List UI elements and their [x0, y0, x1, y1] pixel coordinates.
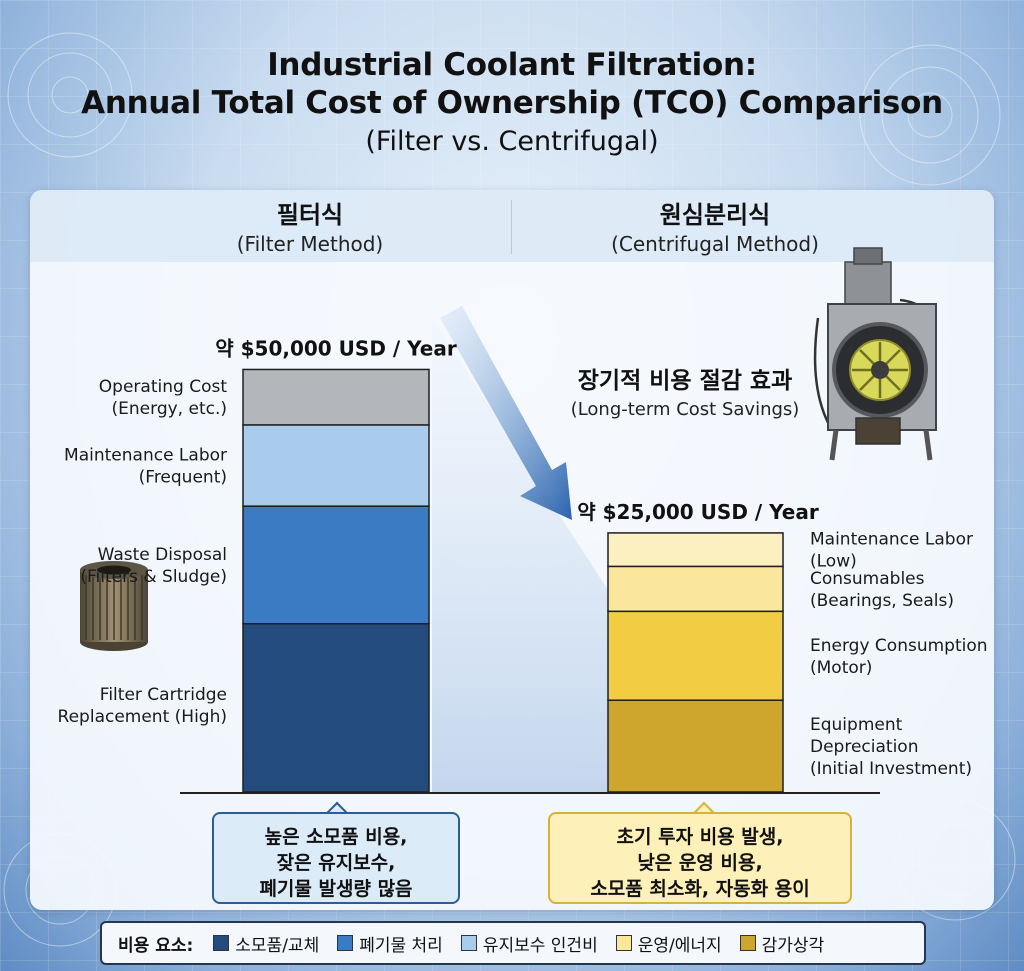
segment-label: (Motor) — [810, 658, 872, 678]
segment-label: Equipment — [810, 715, 903, 735]
note-centrifugal-line-1: 초기 투자 비용 발생, — [616, 826, 784, 848]
column-divider — [511, 200, 512, 254]
chart-title: Industrial Coolant Filtration: Annual To… — [0, 46, 1024, 160]
column-header-centrifugal-ko: 원심분리식 — [659, 201, 771, 229]
segment-label: (Frequent) — [139, 468, 227, 488]
column-header-centrifugal: 원심분리식 (Centrifugal Method) — [560, 200, 870, 258]
segment-label: Depreciation — [810, 737, 918, 757]
legend-swatch — [213, 935, 230, 951]
bar-segment — [607, 699, 784, 793]
title-line-1: Industrial Coolant Filtration: — [267, 47, 757, 83]
savings-title: 장기적 비용 절감 효과 — [578, 368, 792, 394]
bar-segment — [242, 424, 430, 507]
segment-label: (Filters & Sludge) — [80, 567, 227, 587]
bar-segment — [607, 610, 784, 701]
savings-subtitle: (Long-term Cost Savings) — [571, 399, 800, 420]
savings-shade — [432, 318, 608, 792]
segment-label: (Low) — [810, 552, 857, 572]
legend-swatch — [739, 935, 756, 951]
bar-total-label: 약 $25,000 USD / Year — [577, 500, 819, 524]
legend-label: 운영/에너지 — [637, 935, 722, 956]
note-centrifugal: 초기 투자 비용 발생, 낮은 운영 비용, 소모품 최소화, 자동화 용이 — [548, 812, 852, 904]
segment-label: (Initial Investment) — [810, 759, 972, 779]
legend-swatch — [460, 935, 477, 951]
bar-segment — [242, 368, 430, 426]
note-filter: 높은 소모품 비용, 잦은 유지보수, 폐기물 발생량 많음 — [212, 812, 460, 904]
legend-item-energy: 운영/에너지 — [615, 931, 722, 956]
segment-label: (Energy, etc.) — [112, 399, 227, 419]
legend-item-depreciation: 감가상각 — [739, 931, 825, 956]
column-header-centrifugal-en: (Centrifugal Method) — [611, 232, 819, 256]
cost-legend: 비용 요소: 소모품/교체 폐기물 처리 유지보수 인건비 운영/에너지 감가상… — [100, 921, 926, 965]
bar-segment — [607, 565, 784, 613]
segment-label: Maintenance Labor — [64, 446, 227, 466]
legend-title: 비용 요소: — [118, 935, 194, 956]
legend-swatch — [615, 935, 632, 951]
segment-label: Waste Disposal — [98, 545, 227, 565]
bar-segment — [607, 532, 784, 568]
legend-item-consumables: 소모품/교체 — [213, 931, 319, 956]
legend-label: 유지보수 인건비 — [482, 935, 598, 956]
note-centrifugal-line-3: 소모품 최소화, 자동화 용이 — [590, 878, 810, 900]
column-header-filter: 필터식 (Filter Method) — [170, 200, 450, 258]
bar-segment — [242, 622, 430, 793]
note-centrifugal-line-2: 낮은 운영 비용, — [637, 852, 763, 874]
segment-label: Filter Cartridge — [100, 685, 227, 705]
segment-label: (Bearings, Seals) — [810, 591, 954, 611]
segment-label: Replacement (High) — [58, 707, 227, 727]
legend-swatch — [337, 935, 354, 951]
column-header-filter-en: (Filter Method) — [236, 232, 384, 256]
savings-arrow-icon — [440, 306, 572, 520]
chart-panel-header — [30, 190, 994, 262]
bar-segment — [242, 505, 430, 625]
legend-label: 감가상각 — [761, 935, 825, 956]
segment-label: Operating Cost — [99, 377, 228, 397]
bar-total-label: 약 $50,000 USD / Year — [215, 336, 457, 360]
segment-label: Energy Consumption — [810, 636, 988, 656]
centrifuge-machine-icon — [813, 247, 937, 461]
legend-item-waste: 폐기물 처리 — [337, 931, 443, 956]
filter-cartridge-icon — [80, 561, 148, 651]
note-filter-line-3: 폐기물 발생량 많음 — [259, 878, 413, 900]
note-filter-line-2: 잦은 유지보수, — [276, 852, 396, 874]
segment-label: Consumables — [810, 569, 925, 589]
legend-label: 소모품/교체 — [235, 935, 320, 956]
title-line-2: Annual Total Cost of Ownership (TCO) Com… — [81, 85, 943, 121]
legend-label: 폐기물 처리 — [359, 935, 443, 956]
column-header-filter-ko: 필터식 — [276, 201, 344, 229]
title-line-3: (Filter vs. Centrifugal) — [365, 126, 659, 157]
note-filter-line-1: 높은 소모품 비용, — [264, 826, 408, 848]
segment-label: Maintenance Labor — [810, 530, 973, 550]
legend-item-labor: 유지보수 인건비 — [460, 931, 598, 956]
